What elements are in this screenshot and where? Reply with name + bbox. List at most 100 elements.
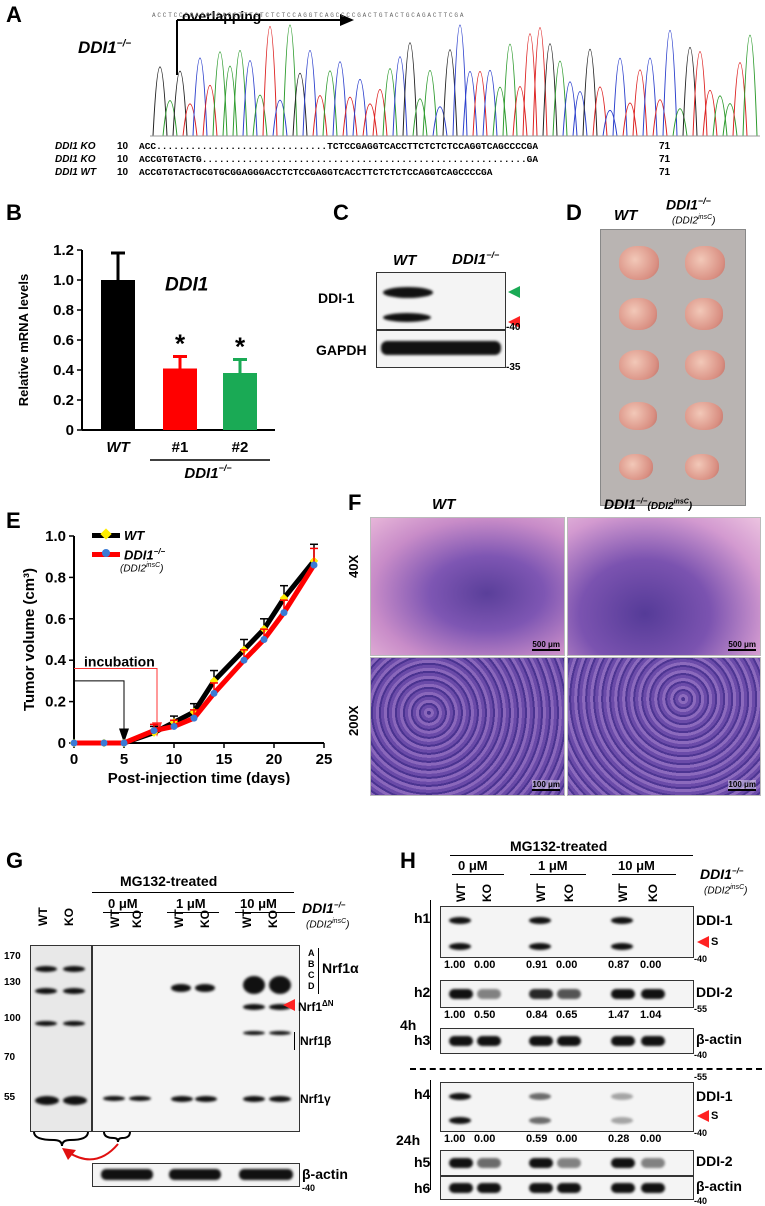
bar-y-tick-label: 0.8	[53, 302, 74, 319]
tumor	[619, 246, 659, 280]
incubation-arrow-wt	[119, 728, 129, 743]
alignment-row: DDI1 WT 10 ACCGTGTACTGCGTGCGGAGGGACCTCTCCG…	[55, 167, 671, 178]
chromatogram-peak	[582, 48, 598, 137]
panel-label-h: H	[400, 848, 416, 873]
bar-y-tick-label: 0.4	[53, 362, 75, 379]
h-quant-value: 0.84	[526, 1009, 548, 1021]
g-treatment: MG132-treated	[120, 873, 218, 889]
bar-y-tick-label: 1.2	[53, 242, 74, 259]
h-quant-value: 0.00	[640, 1133, 662, 1145]
tumor	[685, 246, 725, 280]
line-x-tick-label: 5	[120, 751, 128, 768]
chromatogram-peak	[332, 61, 348, 137]
chromatogram-peak	[172, 70, 188, 137]
h-row-label: h2	[414, 984, 431, 1000]
h-treatment: MG132-treated	[510, 838, 608, 854]
chromatogram-peak	[662, 30, 678, 137]
chromatogram-peak	[482, 69, 498, 137]
h-dose-10: 10 μM	[618, 858, 655, 873]
g-nrf1b: Nrf1β	[300, 1034, 332, 1048]
g-nrf1a: Nrf1α	[322, 960, 359, 976]
bar-x-tick-label: #1	[172, 439, 189, 456]
blot-h3	[440, 1028, 694, 1054]
g-dose-1: 1 μM	[176, 896, 206, 911]
chromatogram-peak	[562, 81, 578, 137]
h-quant-value: 0.00	[556, 1133, 578, 1145]
h-row-label: h3	[414, 1032, 431, 1048]
bar-WT	[101, 280, 135, 430]
blot-h4	[440, 1082, 694, 1132]
chromatogram-peak	[162, 100, 178, 137]
alignment-row: DDI1 KO 10 ACCGTGTACTG....................…	[55, 154, 671, 165]
panel-label-e: E	[6, 508, 21, 533]
h-time-4h: 4h	[400, 1017, 417, 1033]
h-quant-value: 0.59	[526, 1133, 548, 1145]
chromatogram-peak	[392, 56, 408, 137]
arrowheads-c	[508, 286, 520, 328]
chromatogram-peak	[542, 43, 558, 137]
panel-label-d: D	[566, 200, 582, 225]
h-divider	[410, 1068, 762, 1070]
panel-d-ko-sub: (DDI2insC)	[672, 214, 716, 227]
series-point-ko	[170, 722, 178, 730]
blot-h2	[440, 980, 694, 1008]
panel-label-b: B	[6, 200, 22, 225]
chromatogram-peak	[702, 89, 718, 137]
series-point-ko	[190, 714, 198, 722]
chromatogram-peak	[572, 91, 588, 137]
g-lane-label: WT	[108, 909, 122, 928]
tumor	[619, 454, 653, 480]
chromatogram-peak	[352, 79, 368, 137]
chromatogram-peak	[652, 99, 668, 137]
bar-group-label: DDI1−/−	[184, 463, 232, 482]
g-genotype-sub: (DDI2insC)	[306, 918, 350, 931]
chromatogram-peak	[252, 94, 268, 137]
bar-x-tick-label: #2	[232, 439, 249, 456]
h-quant-value: 0.65	[556, 1009, 578, 1021]
line-y-tick-label: 0.8	[45, 569, 66, 586]
legend-wt: WT	[92, 528, 165, 543]
blot-c-ddi1	[376, 272, 506, 330]
h-lane-label: WT	[534, 883, 548, 902]
histology-ko-40x: 500 μm	[567, 517, 761, 656]
chromatogram-peak	[642, 57, 658, 137]
chromatogram-peak	[532, 27, 548, 137]
h-short-form-arrow: S	[696, 1110, 718, 1122]
chromatogram-peak	[372, 89, 388, 137]
panel-label-c: C	[333, 200, 349, 225]
panel-c-gapdh-label: GAPDH	[316, 342, 367, 358]
chromatogram-peak	[622, 102, 638, 137]
g-brace-arrow	[33, 1131, 131, 1161]
panel-label-f: F	[348, 490, 362, 515]
panel-d-ko-label: DDI1−/−	[666, 196, 711, 213]
g-nrf1dn: Nrf1ΔN	[298, 999, 334, 1014]
h-row-label: h5	[414, 1154, 431, 1170]
chromatogram-peak	[242, 60, 258, 137]
chromatogram-peak	[182, 103, 198, 137]
chromatogram-peak	[282, 24, 298, 137]
h-marker: -55	[694, 1004, 708, 1014]
h-lane-label: KO	[646, 884, 660, 902]
blot-g-mg132	[92, 945, 300, 1132]
h-marker: -40	[694, 1050, 708, 1060]
blot-h1	[440, 906, 694, 958]
g-nrf1g: Nrf1γ	[300, 1092, 331, 1106]
line-x-tick-label: 20	[266, 751, 283, 768]
chromatogram-peak	[422, 69, 438, 137]
h-quant-value: 0.50	[474, 1009, 496, 1021]
h-quant-value: 1.04	[640, 1009, 662, 1021]
tumor	[619, 350, 659, 380]
bar-y-axis-label: Relative mRNA levels	[16, 274, 31, 406]
g-marker-100: 100	[4, 1013, 21, 1024]
chromatogram-peak	[272, 99, 288, 137]
h-short-form-arrow: S	[696, 936, 718, 948]
h-lane-label: WT	[616, 883, 630, 902]
bar-x-tick-label: WT	[106, 439, 131, 456]
h-row-label: h4	[414, 1086, 431, 1102]
series-point-ko	[120, 739, 128, 747]
chromatogram-peak	[262, 25, 278, 137]
chromatogram	[150, 14, 760, 137]
legend-ko-sub: (DDI2insC)	[120, 562, 164, 575]
g-actin-label: β-actin	[302, 1166, 348, 1182]
marker-c-40: -40	[506, 322, 521, 333]
